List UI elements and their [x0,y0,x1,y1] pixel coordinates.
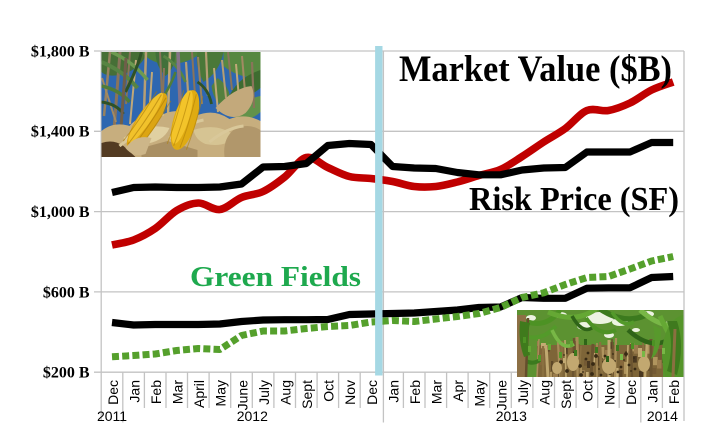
svg-text:July: July [256,380,272,405]
svg-text:$1,000 B: $1,000 B [31,204,90,221]
svg-text:2012: 2012 [237,408,268,424]
svg-text:Market Value ($B): Market Value ($B) [399,49,672,90]
svg-text:Aug: Aug [278,380,294,405]
svg-text:June: June [234,380,250,411]
svg-text:2013: 2013 [496,408,527,424]
svg-text:2011: 2011 [97,408,127,424]
svg-text:April: April [191,380,207,408]
svg-text:Risk Price (SF): Risk Price (SF) [469,181,679,218]
svg-text:Aug: Aug [537,380,553,405]
svg-text:July: July [515,380,531,405]
svg-text:Dec: Dec [105,380,121,405]
svg-text:$1,400 B: $1,400 B [31,124,90,141]
svg-text:Dec: Dec [623,380,639,405]
svg-text:Oct: Oct [321,380,337,402]
svg-text:Jan: Jan [126,380,142,403]
svg-text:$200 B: $200 B [43,365,90,382]
svg-text:Jan: Jan [385,380,401,403]
svg-text:Dec: Dec [364,380,380,405]
svg-text:Feb: Feb [148,380,164,404]
svg-text:Feb: Feb [407,380,423,404]
svg-text:Nov: Nov [601,380,617,405]
svg-text:Nov: Nov [342,380,358,405]
svg-text:Mar: Mar [170,380,186,404]
svg-text:Jan: Jan [644,380,660,403]
svg-text:May: May [472,380,488,406]
svg-text:June: June [493,380,509,411]
svg-text:Mar: Mar [429,380,445,404]
svg-text:$600 B: $600 B [43,284,90,301]
svg-text:$1,800 B: $1,800 B [31,43,90,60]
svg-text:2014: 2014 [647,408,678,424]
svg-text:May: May [213,380,229,406]
svg-text:Sept: Sept [299,380,315,409]
svg-text:Feb: Feb [666,380,682,404]
svg-text:Apr: Apr [450,380,466,402]
svg-text:Sept: Sept [558,380,574,409]
svg-text:Green Fields: Green Fields [190,262,361,293]
svg-text:Oct: Oct [580,380,596,402]
